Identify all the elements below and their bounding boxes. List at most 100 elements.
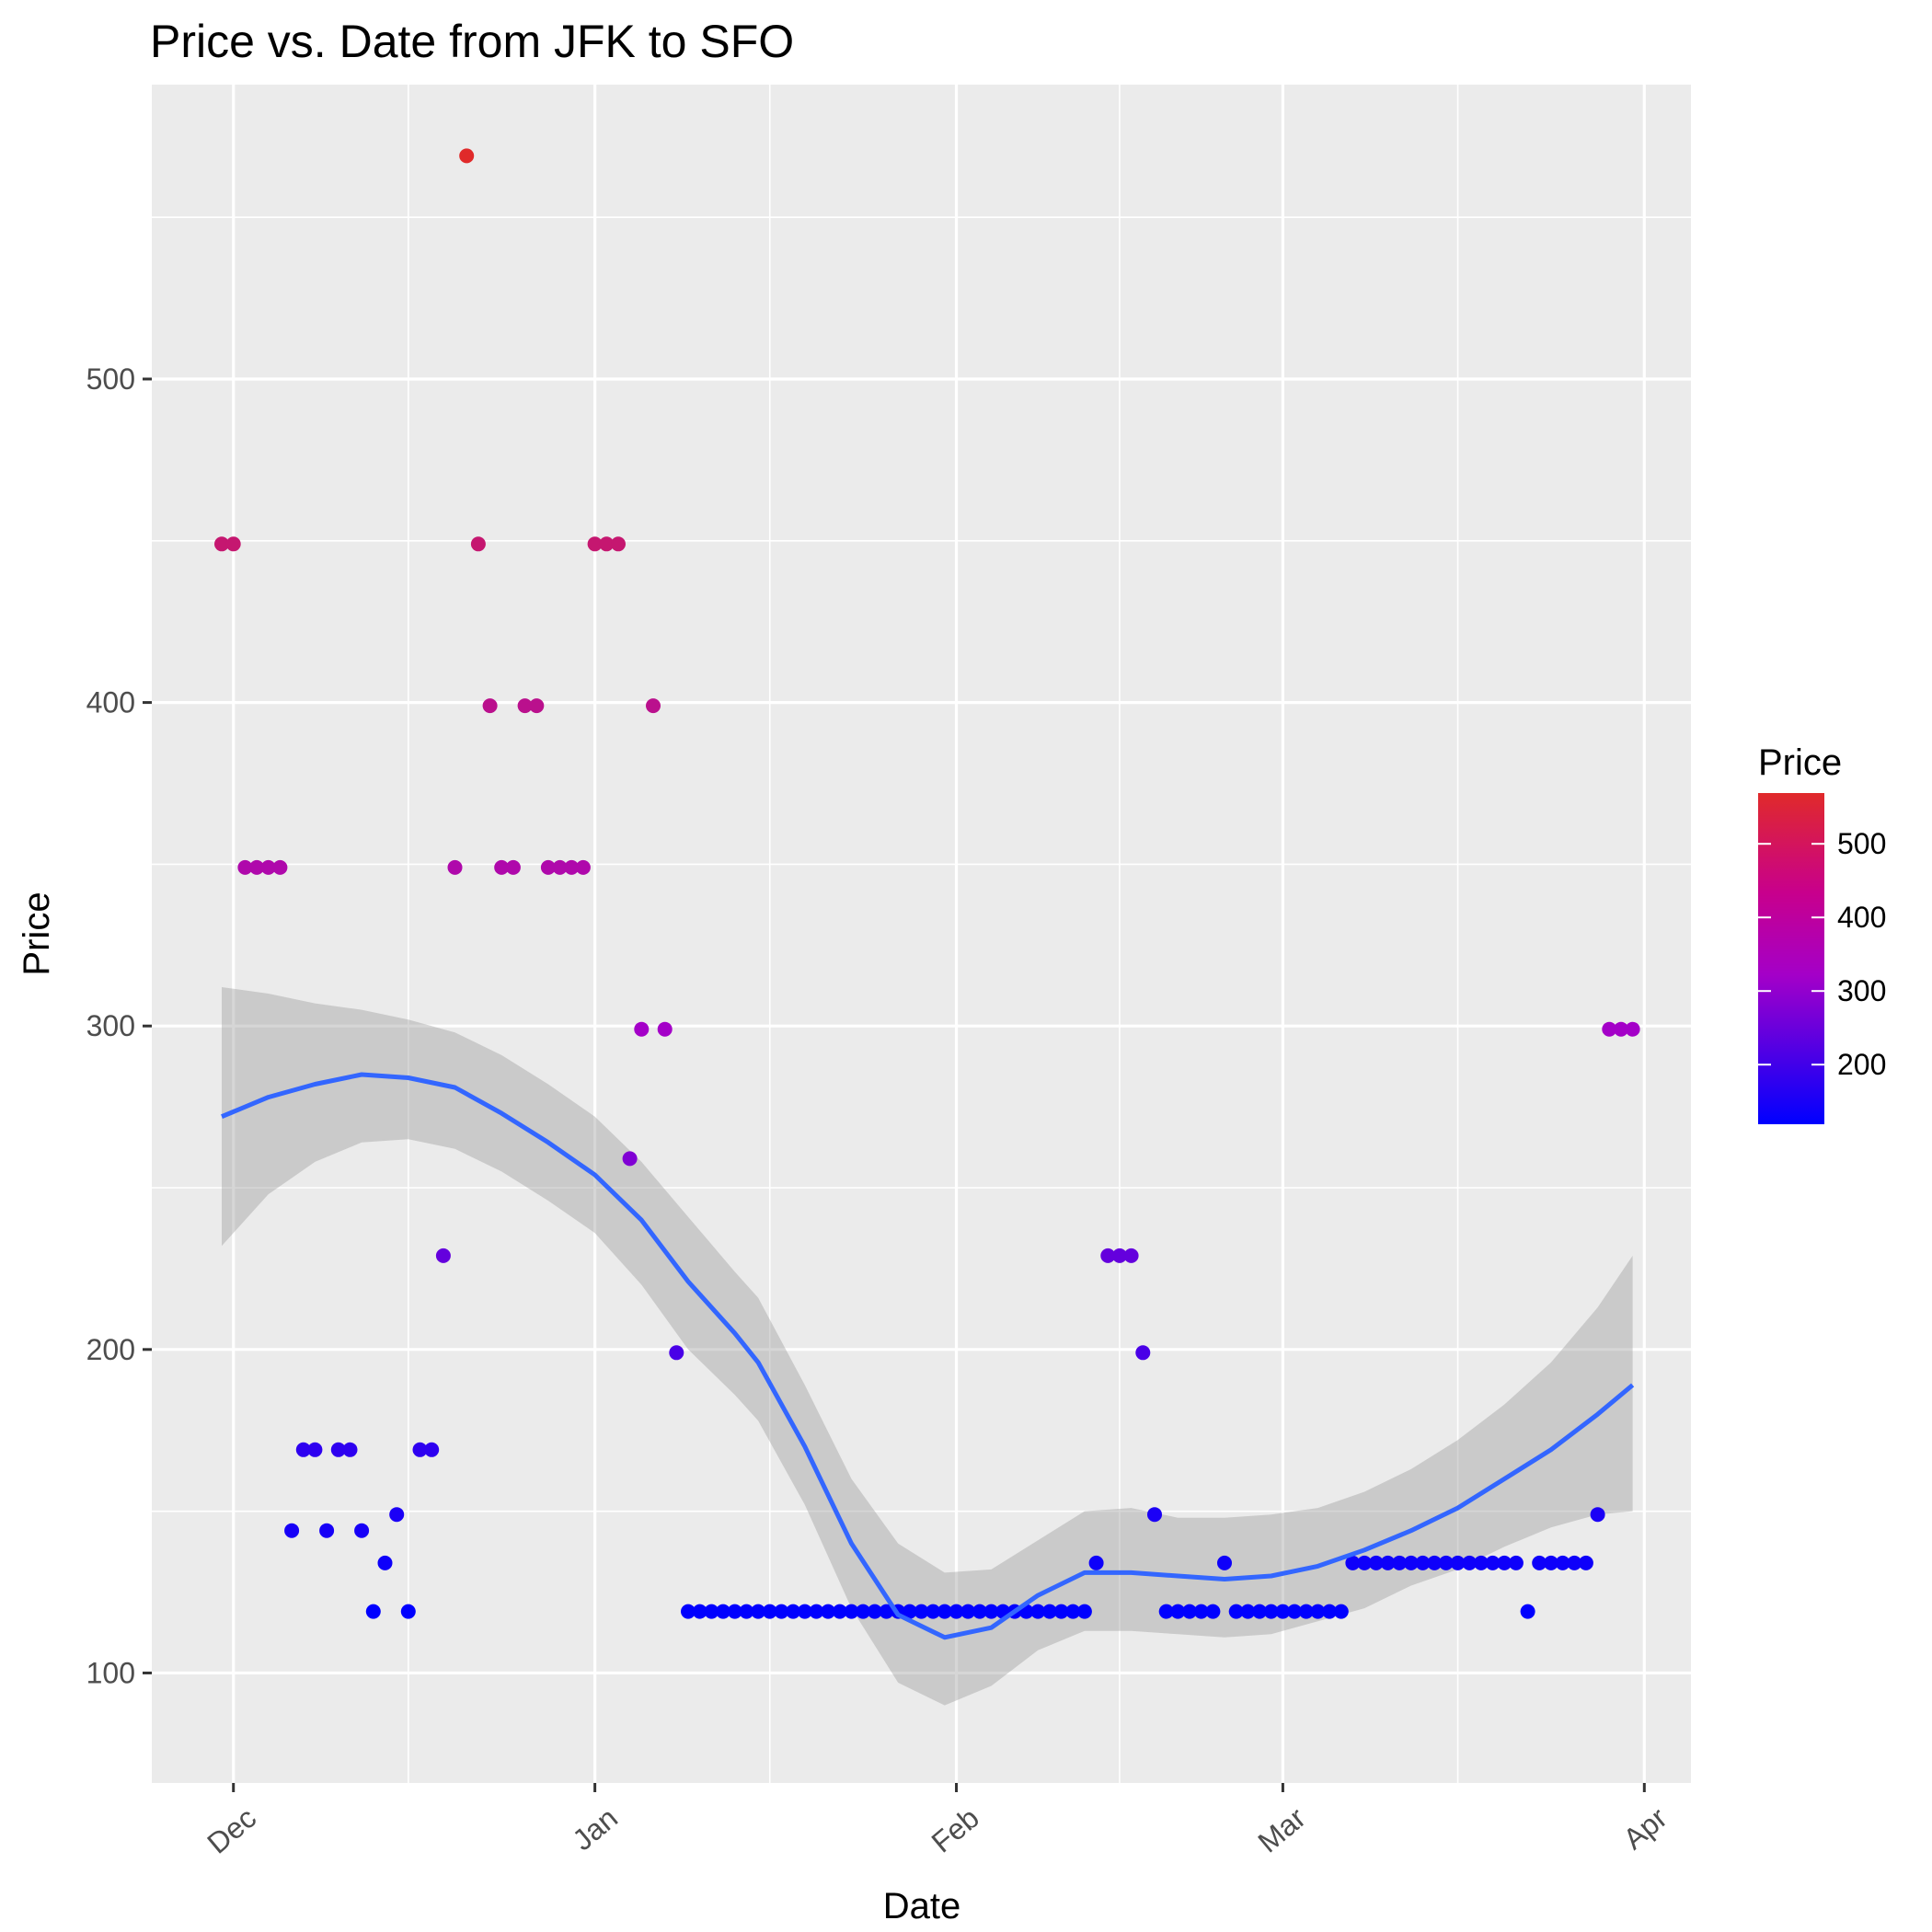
data-point bbox=[529, 698, 545, 714]
data-point bbox=[856, 1604, 871, 1619]
data-point bbox=[681, 1604, 696, 1619]
data-point bbox=[447, 859, 463, 875]
legend-tick-label: 500 bbox=[1837, 827, 1886, 860]
x-axis: Dec Jan Feb Mar Apr bbox=[201, 1783, 1673, 1860]
data-point bbox=[354, 1523, 370, 1538]
data-point bbox=[1497, 1555, 1512, 1570]
data-point bbox=[1485, 1555, 1501, 1570]
data-point bbox=[470, 536, 486, 552]
data-point bbox=[821, 1604, 836, 1619]
data-point bbox=[377, 1555, 393, 1570]
data-point bbox=[214, 536, 229, 552]
data-point bbox=[237, 859, 253, 875]
data-point bbox=[1333, 1604, 1349, 1619]
data-point bbox=[1298, 1604, 1314, 1619]
data-point bbox=[727, 1604, 742, 1619]
data-point bbox=[1030, 1604, 1046, 1619]
data-point bbox=[1345, 1555, 1361, 1570]
minor-gridlines bbox=[152, 85, 1691, 1783]
data-point bbox=[482, 698, 498, 714]
data-point bbox=[1053, 1604, 1069, 1619]
data-point bbox=[319, 1523, 335, 1538]
data-point bbox=[1135, 1345, 1151, 1361]
data-point bbox=[1578, 1555, 1593, 1570]
data-point bbox=[1228, 1604, 1244, 1619]
data-point bbox=[786, 1604, 801, 1619]
confidence-band-layer bbox=[222, 987, 1633, 1706]
data-point bbox=[249, 859, 265, 875]
data-point bbox=[751, 1604, 766, 1619]
data-point bbox=[1462, 1555, 1478, 1570]
data-point bbox=[867, 1604, 882, 1619]
data-point bbox=[540, 859, 556, 875]
data-point bbox=[960, 1604, 976, 1619]
data-point bbox=[1275, 1604, 1291, 1619]
data-point bbox=[424, 1442, 440, 1457]
data-point bbox=[1158, 1604, 1174, 1619]
data-point bbox=[972, 1604, 987, 1619]
data-point bbox=[1567, 1555, 1582, 1570]
data-point bbox=[983, 1604, 999, 1619]
data-point bbox=[1263, 1604, 1279, 1619]
data-point bbox=[611, 536, 626, 552]
x-tick-label: Jan bbox=[566, 1801, 624, 1857]
data-point bbox=[1532, 1555, 1547, 1570]
x-axis-title: Date bbox=[883, 1886, 961, 1926]
data-point bbox=[1147, 1507, 1162, 1523]
data-point bbox=[692, 1604, 707, 1619]
data-point bbox=[1252, 1604, 1268, 1619]
data-point bbox=[517, 698, 533, 714]
data-point bbox=[1100, 1248, 1116, 1263]
data-point bbox=[669, 1345, 684, 1361]
data-point bbox=[1182, 1604, 1197, 1619]
x-tick-label: Feb bbox=[926, 1801, 985, 1859]
y-axis-title: Price bbox=[17, 891, 57, 975]
data-point bbox=[774, 1604, 789, 1619]
data-point bbox=[949, 1604, 964, 1619]
data-point bbox=[587, 536, 603, 552]
data-point bbox=[1112, 1248, 1127, 1263]
data-point bbox=[564, 859, 580, 875]
data-point bbox=[809, 1604, 824, 1619]
major-gridlines bbox=[152, 85, 1691, 1783]
data-point bbox=[1041, 1604, 1057, 1619]
data-point bbox=[739, 1604, 754, 1619]
data-point bbox=[646, 698, 661, 714]
data-point bbox=[295, 1442, 311, 1457]
data-point bbox=[832, 1604, 847, 1619]
chart-title: Price vs. Date from JFK to SFO bbox=[150, 16, 794, 67]
smooth-line-layer bbox=[221, 1072, 1635, 1640]
data-point bbox=[1450, 1555, 1466, 1570]
legend-colorbar bbox=[1758, 793, 1824, 1124]
x-tick-label: Dec bbox=[201, 1801, 262, 1860]
y-tick-label: 400 bbox=[86, 686, 135, 719]
data-point bbox=[260, 859, 276, 875]
data-point bbox=[704, 1604, 719, 1619]
data-point bbox=[926, 1604, 941, 1619]
data-point bbox=[1473, 1555, 1489, 1570]
data-point bbox=[505, 859, 521, 875]
x-tick-label: Apr bbox=[1616, 1800, 1673, 1856]
data-point bbox=[1170, 1604, 1186, 1619]
data-point bbox=[1065, 1604, 1081, 1619]
data-point bbox=[762, 1604, 777, 1619]
data-point bbox=[1287, 1604, 1303, 1619]
data-point bbox=[1310, 1604, 1326, 1619]
data-point bbox=[1205, 1604, 1221, 1619]
data-point bbox=[902, 1604, 917, 1619]
y-tick-label: 100 bbox=[86, 1656, 135, 1689]
data-point bbox=[1427, 1555, 1443, 1570]
data-point bbox=[1392, 1555, 1408, 1570]
y-tick-label: 300 bbox=[86, 1009, 135, 1042]
legend-tick-label: 400 bbox=[1837, 901, 1886, 934]
smooth-line bbox=[221, 1072, 1635, 1640]
data-point bbox=[389, 1507, 405, 1523]
data-point bbox=[622, 1151, 638, 1167]
data-point bbox=[494, 859, 510, 875]
data-point bbox=[1508, 1555, 1524, 1570]
data-point bbox=[657, 1021, 673, 1037]
data-point bbox=[1520, 1604, 1535, 1619]
data-point bbox=[1123, 1248, 1139, 1263]
data-point bbox=[1543, 1555, 1558, 1570]
